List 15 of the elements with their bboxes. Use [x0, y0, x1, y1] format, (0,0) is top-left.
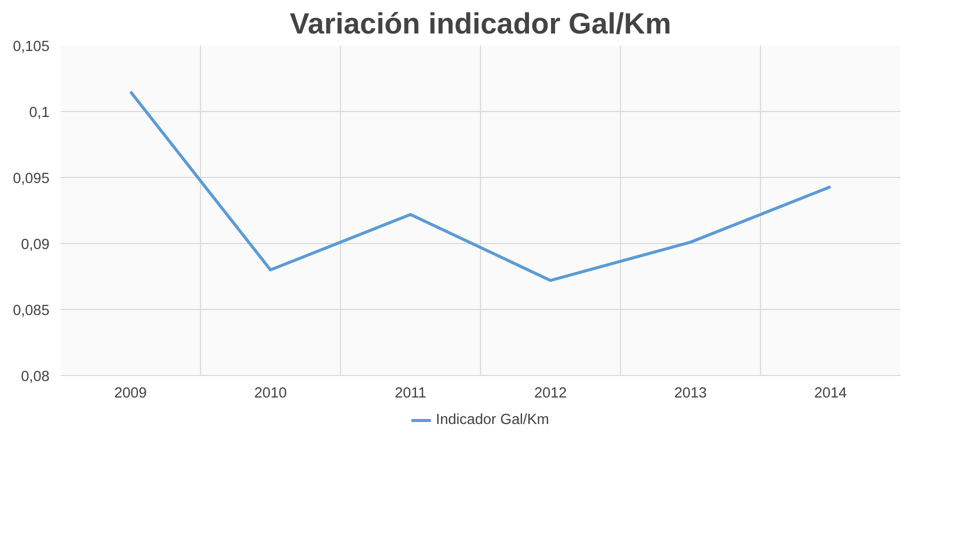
y-tick-label: 0,1 [29, 105, 50, 121]
x-tick-label: 2013 [674, 386, 707, 402]
x-tick-label: 2010 [254, 386, 287, 402]
x-tick-label: 2011 [394, 386, 426, 402]
legend-label: Indicador Gal/Km [436, 412, 550, 428]
y-tick-label: 0,08 [20, 369, 50, 385]
x-tick-label: 2014 [814, 386, 847, 402]
x-tick-label: 2009 [114, 386, 147, 402]
y-tick-label: 0,095 [12, 171, 50, 187]
x-tick-label: 2012 [534, 386, 567, 402]
line-series [129, 90, 832, 282]
y-tick-label: 0,105 [12, 39, 50, 55]
y-tick-label: 0,085 [12, 303, 50, 319]
y-tick-label: 0,09 [20, 237, 50, 253]
chart-title: Variación indicador Gal/Km [290, 8, 672, 40]
